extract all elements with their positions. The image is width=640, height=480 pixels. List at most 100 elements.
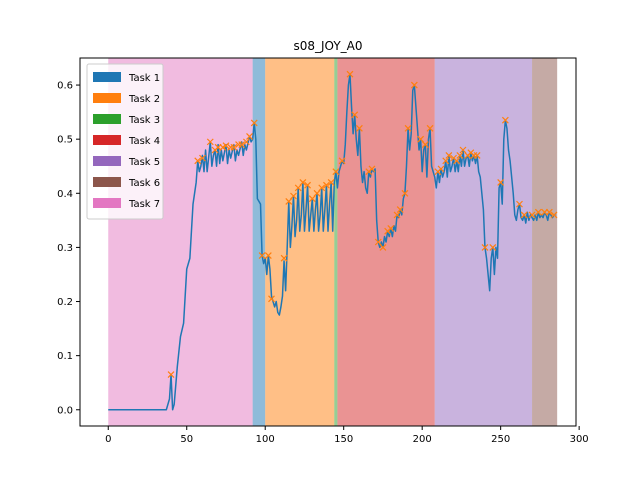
peak-marker xyxy=(401,189,409,197)
peak-marker xyxy=(338,157,346,165)
peak-marker xyxy=(387,225,395,232)
peak-marker xyxy=(258,252,266,259)
peak-marker xyxy=(501,116,509,124)
peak-marker xyxy=(290,192,297,200)
peak-marker xyxy=(318,184,326,192)
peak-marker xyxy=(308,195,316,203)
peak-marker xyxy=(294,184,302,192)
peak-marker xyxy=(355,124,363,132)
peak-marker xyxy=(473,151,481,159)
peak-marker xyxy=(393,211,401,219)
legend-label: Task 3 xyxy=(128,115,160,126)
peak-marker xyxy=(280,254,288,262)
peak-marker xyxy=(528,211,536,219)
y-tick-label: 0.0 xyxy=(57,405,73,416)
peak-marker xyxy=(346,70,354,78)
task-region-task-6 xyxy=(532,58,558,426)
peak-marker xyxy=(368,165,376,173)
x-axis: 0 50 100 150 200 250 300 xyxy=(105,426,589,445)
peak-marker xyxy=(235,141,242,149)
legend: Task 1 Task 2 Task 3 Task 4 Task 5 Task 6 Task… xyxy=(86,63,164,220)
peak-marker xyxy=(206,138,214,146)
peak-marker xyxy=(246,133,253,140)
peak-marker xyxy=(242,138,250,146)
task-region-task-2 xyxy=(265,58,335,426)
x-tick-label: 50 xyxy=(180,434,193,445)
peak-marker xyxy=(313,189,321,197)
peak-marker xyxy=(374,238,382,246)
peak-marker xyxy=(489,243,497,251)
task-region-task-3 xyxy=(334,58,338,426)
peak-marker xyxy=(222,142,230,150)
legend-swatch xyxy=(93,177,121,187)
peak-marker xyxy=(459,146,467,154)
peak-marker xyxy=(497,179,505,186)
legend-swatch xyxy=(93,93,121,103)
y-axis: 0.0 0.1 0.2 0.3 0.4 0.5 0.6 xyxy=(57,81,80,416)
peak-marker xyxy=(410,81,418,89)
legend-label: Task 2 xyxy=(128,94,160,105)
peak-marker xyxy=(545,208,553,216)
peak-marker xyxy=(404,124,412,132)
legend-label: Task 5 xyxy=(128,157,160,168)
peak-marker xyxy=(238,141,246,149)
legend-label: Task 4 xyxy=(128,136,160,147)
peak-marker xyxy=(396,206,404,213)
peak-marker xyxy=(550,211,558,219)
peak-marker xyxy=(327,179,335,186)
legend-swatch xyxy=(93,135,121,145)
y-tick-label: 0.4 xyxy=(57,189,73,200)
x-tick-label: 150 xyxy=(334,434,353,445)
peak-marker xyxy=(426,124,434,132)
peak-marker xyxy=(304,181,312,189)
peak-marker xyxy=(194,157,202,165)
peak-marker xyxy=(417,135,425,143)
peak-marker xyxy=(516,200,523,208)
peak-marker xyxy=(285,197,293,205)
y-tick-label: 0.5 xyxy=(57,135,73,146)
peak-marker xyxy=(442,157,450,165)
peak-marker xyxy=(323,181,330,189)
x-tick-label: 100 xyxy=(256,434,275,445)
chart-title: s08_JOY_A0 xyxy=(293,39,362,53)
legend-swatch xyxy=(93,72,121,82)
x-tick-label: 300 xyxy=(570,434,589,445)
legend-swatch xyxy=(93,198,121,208)
legend-swatch xyxy=(93,114,121,124)
x-tick-label: 250 xyxy=(491,434,510,445)
peak-marker xyxy=(351,111,359,119)
peak-marker xyxy=(299,179,307,186)
peak-marker xyxy=(470,151,478,159)
peak-marker xyxy=(453,157,461,165)
plot-frame xyxy=(79,57,577,427)
y-tick-label: 0.3 xyxy=(57,243,73,254)
peak-marker xyxy=(227,143,235,151)
peak-marker xyxy=(268,295,275,303)
peak-marker xyxy=(445,151,453,159)
peak-marker xyxy=(437,165,445,173)
peak-marker xyxy=(520,211,528,219)
task-region-task-1 xyxy=(252,58,266,426)
peak-marker xyxy=(379,243,387,251)
task-regions xyxy=(108,58,558,426)
x-tick-label: 0 xyxy=(105,434,111,445)
peak-marker xyxy=(481,243,489,251)
peak-marker xyxy=(421,141,429,149)
peak-marker xyxy=(534,208,542,216)
legend-label: Task 6 xyxy=(128,178,160,189)
y-tick-label: 0.1 xyxy=(57,351,73,362)
y-tick-label: 0.2 xyxy=(57,297,73,308)
peak-markers xyxy=(167,70,558,379)
peak-marker xyxy=(167,371,175,379)
peak-marker xyxy=(199,154,206,162)
legend-label: Task 7 xyxy=(128,199,160,210)
legend-label: Task 1 xyxy=(128,73,160,84)
task-region-task-5 xyxy=(434,58,533,426)
peak-marker xyxy=(230,143,238,151)
peak-marker xyxy=(332,168,340,176)
y-tick-label: 0.6 xyxy=(57,81,73,92)
peak-marker xyxy=(456,151,464,159)
legend-swatch xyxy=(93,156,121,166)
x-tick-label: 200 xyxy=(413,434,432,445)
